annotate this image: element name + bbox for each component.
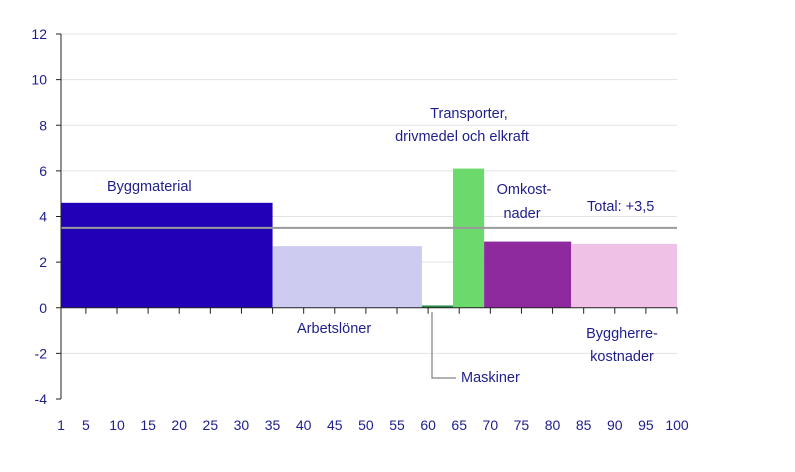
x-tick-label: 15 [140, 417, 156, 433]
x-tick-label: 10 [109, 417, 125, 433]
x-tick-label: 80 [545, 417, 561, 433]
y-tick-label: 12 [31, 26, 47, 42]
y-tick-label: -4 [35, 391, 48, 407]
y-tick-label: 4 [39, 209, 47, 225]
x-tick-label: 85 [576, 417, 592, 433]
label-omkost-line1: Omkost- [497, 182, 552, 198]
x-tick-label: 1 [57, 417, 65, 433]
label-byggherre-line1: Byggherre- [586, 326, 658, 342]
x-tick-label: 65 [451, 417, 467, 433]
label-maskiner: Maskiner [461, 370, 520, 386]
y-tick-label: -2 [35, 345, 48, 361]
bar-segment [453, 168, 485, 308]
x-tick-label: 20 [171, 417, 187, 433]
maskiner-leader-line [431, 312, 456, 379]
y-tick-label: 0 [39, 300, 47, 316]
x-tick-label: 75 [514, 417, 530, 433]
label-byggherre-line2: kostnader [590, 349, 654, 365]
label-total: Total: +3,5 [587, 199, 654, 215]
y-tick-label: 2 [39, 254, 47, 270]
x-tick-label: 55 [389, 417, 405, 433]
bar-segment [61, 202, 273, 308]
label-omkost-line2: nader [503, 206, 540, 222]
y-tick-label: 6 [39, 163, 47, 179]
x-tick-label: 95 [638, 417, 654, 433]
x-tick-label: 70 [483, 417, 499, 433]
label-byggmaterial: Byggmaterial [107, 179, 192, 195]
bar-segment [571, 243, 677, 308]
bar-segment [421, 305, 453, 308]
bar-segment [272, 246, 422, 308]
x-tick-label: 25 [203, 417, 219, 433]
x-tick-label: 100 [665, 417, 689, 433]
label-transporter-line1: Transporter, [430, 106, 508, 122]
x-tick-label: 30 [234, 417, 250, 433]
x-tick-label: 60 [420, 417, 436, 433]
x-tick-label: 40 [296, 417, 312, 433]
label-arbetsloner: Arbetslöner [297, 321, 371, 337]
x-tick-label: 90 [607, 417, 623, 433]
label-transporter-line2: drivmedel och elkraft [395, 129, 529, 145]
bar-segment [484, 241, 572, 308]
y-tick-label: 8 [39, 117, 47, 133]
x-tick-label: 5 [82, 417, 90, 433]
y-tick-label: 10 [31, 72, 47, 88]
bar-layer [61, 168, 677, 308]
x-tick-label: 50 [358, 417, 374, 433]
x-tick-label: 35 [265, 417, 281, 433]
x-tick-label: 45 [327, 417, 343, 433]
